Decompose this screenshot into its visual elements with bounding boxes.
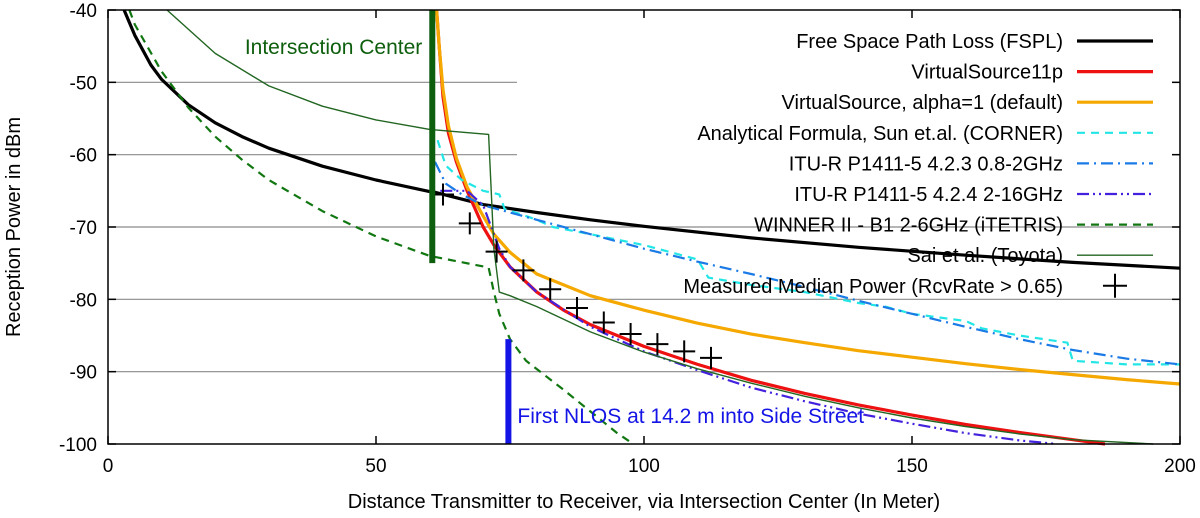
legend-label-virtualsource11p: VirtualSource11p xyxy=(911,62,1063,84)
data-point-measured-median xyxy=(485,240,508,263)
data-point-measured-median xyxy=(458,212,481,235)
data-point-measured-median xyxy=(673,340,696,363)
legend-label-itu-r-p1411-5-4-2-3-0-8-2ghz: ITU-R P1411-5 4.2.3 0.8-2GHz xyxy=(789,153,1063,175)
data-point-measured-median xyxy=(619,323,642,346)
legend-label-analytical-formula-sun-et-al-corner: Analytical Formula, Sun et.al. (CORNER) xyxy=(697,123,1063,145)
legend: Free Space Path Loss (FSPL) VirtualSource… xyxy=(683,31,1153,298)
y-tick-label: -60 xyxy=(70,146,97,167)
x-tick-label: 150 xyxy=(896,456,928,477)
x-axis-label: Distance Transmitter to Receiver, via In… xyxy=(348,491,940,513)
data-point-measured-median xyxy=(432,183,454,206)
legend-label-virtualsource-alpha-1-default: VirtualSource, alpha=1 (default) xyxy=(782,92,1063,114)
legend-label-free-space-path-loss-fspl: Free Space Path Loss (FSPL) xyxy=(796,31,1063,53)
first-nlos-label: First NLOS at 14.2 m into Side Street xyxy=(517,405,864,428)
series-line-sai-et-al-toyota xyxy=(166,9,1154,445)
legend-label-winner-ii-b1-2-6ghz-itetris: WINNER II - B1 2-6GHz (iTETRIS) xyxy=(754,215,1063,237)
tick-layer: 0 50 100 150 200 -100 -90 -80 -70 -60 -50 -40 xyxy=(59,1,1196,477)
y-tick-label: -70 xyxy=(70,218,97,239)
legend-sample-measured-median xyxy=(1103,273,1127,298)
x-tick-label: 50 xyxy=(365,456,386,477)
x-tick-label: 200 xyxy=(1164,456,1196,477)
data-point-measured-median xyxy=(592,311,615,334)
legend-label-measured-median-power-rcvrate-0-65: Measured Median Power (RcvRate > 0.65) xyxy=(683,276,1063,298)
y-tick-label: -100 xyxy=(59,435,97,456)
legend-label-itu-r-p1411-5-4-2-4-2-16ghz: ITU-R P1411-5 4.2.4 2-16GHz xyxy=(794,184,1063,206)
y-axis-label: Reception Power in dBm xyxy=(3,117,25,337)
data-point-measured-median xyxy=(646,333,669,356)
data-point-measured-median xyxy=(700,346,722,369)
series-line-analytical-formula-sun-et-al-corner xyxy=(436,139,1180,366)
intersection-center-label: Intersection Center xyxy=(245,36,422,59)
marker-layer: Intersection Center First NLOS at 14.2 m … xyxy=(245,10,864,444)
data-point-measured-median xyxy=(566,297,588,320)
data-point-measured-median xyxy=(539,278,562,301)
series-line-itu-r-p1411-5-4-2-3-0-8-2ghz xyxy=(434,161,1181,366)
legend-label-sai-et-al-toyota: Sai et al. (Toyota) xyxy=(907,245,1063,267)
x-tick-label: 100 xyxy=(628,456,660,477)
y-tick-label: -80 xyxy=(70,290,97,311)
y-tick-label: -40 xyxy=(70,1,97,22)
x-tick-label: 0 xyxy=(103,456,114,477)
series-line-virtualsource-alpha-1-default xyxy=(435,9,1181,386)
data-point-measured-median xyxy=(512,259,535,282)
y-tick-label: -50 xyxy=(70,73,97,94)
y-tick-label: -90 xyxy=(70,363,97,384)
